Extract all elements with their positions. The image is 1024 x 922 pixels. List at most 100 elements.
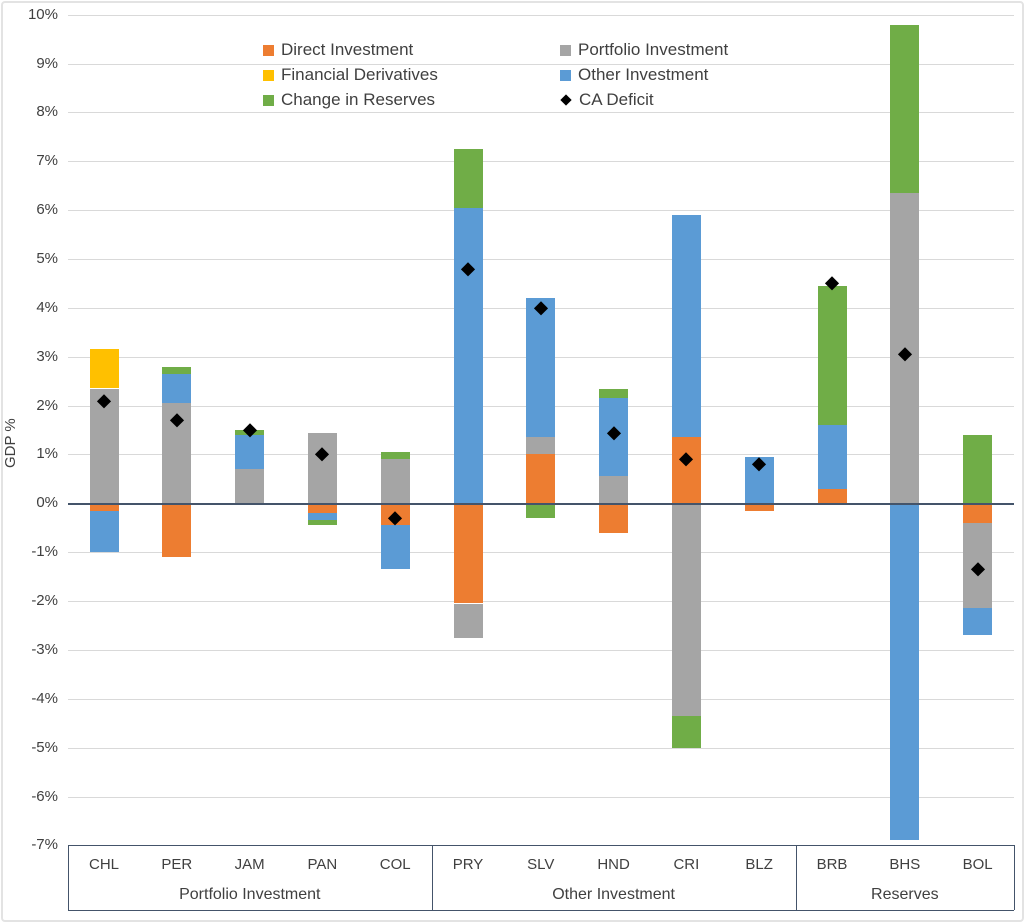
financial-derivatives-swatch-icon bbox=[263, 69, 274, 81]
category-axis-line bbox=[68, 845, 1014, 847]
gridline bbox=[68, 601, 1014, 602]
other-investment-swatch-icon bbox=[560, 69, 571, 81]
bar-segment bbox=[89, 349, 119, 389]
bar-segment bbox=[963, 503, 993, 523]
gridline bbox=[68, 161, 1014, 163]
y-axis-tick-label: -4% bbox=[31, 689, 58, 707]
y-axis-tick-label: 8% bbox=[36, 103, 58, 121]
bar-segment bbox=[526, 437, 556, 455]
y-axis-tick-label: 1% bbox=[36, 445, 58, 463]
y-axis-tick-label: 7% bbox=[36, 152, 58, 170]
bar-segment bbox=[89, 503, 119, 511]
x-axis-country-label: CRI bbox=[673, 856, 700, 873]
y-axis-tick-label: 0% bbox=[36, 494, 58, 512]
gridline bbox=[68, 649, 1014, 651]
bar-segment bbox=[744, 503, 774, 511]
gridline bbox=[68, 698, 1014, 700]
y-axis-tick-label: -2% bbox=[31, 592, 58, 609]
bar-segment bbox=[380, 452, 410, 460]
x-axis-country-label: PRY bbox=[452, 856, 484, 873]
x-axis-country-label: PER bbox=[161, 856, 193, 873]
bar-segment bbox=[817, 488, 847, 504]
legend-item-change-in-reserves: Change in Reserves bbox=[263, 89, 435, 111]
gridline bbox=[68, 63, 1014, 65]
category-separator bbox=[795, 845, 797, 910]
bar-segment bbox=[89, 388, 119, 504]
legend-label: Portfolio Investment bbox=[578, 40, 729, 59]
legend-label: CA Deficit bbox=[579, 90, 654, 109]
y-axis-tick-label: 5% bbox=[36, 250, 58, 267]
y-axis-tick-label: -3% bbox=[31, 640, 58, 658]
x-axis-country-label: BHS bbox=[889, 856, 921, 873]
bar-segment bbox=[526, 503, 556, 518]
y-axis-tick-label: 10% bbox=[27, 5, 58, 23]
legend-item-ca-deficit: CA Deficit bbox=[560, 89, 654, 111]
legend-label: Financial Derivatives bbox=[281, 65, 438, 84]
bar-segment bbox=[890, 24, 920, 194]
x-axis-country-label: BLZ bbox=[745, 856, 773, 873]
y-axis-tick-label: 2% bbox=[36, 396, 58, 414]
x-axis-country-label: HND bbox=[597, 856, 630, 873]
gridline bbox=[68, 552, 1014, 554]
y-axis-tick-label: -5% bbox=[31, 738, 58, 756]
y-axis-tick-label: 6% bbox=[36, 201, 58, 219]
x-axis-group-label: Reserves bbox=[871, 886, 939, 903]
bar-segment bbox=[526, 454, 556, 504]
ca-deficit-diamond-icon bbox=[560, 94, 572, 106]
y-axis-tick-label: -7% bbox=[31, 836, 58, 854]
bar-segment bbox=[817, 285, 847, 426]
x-axis-country-label: JAM bbox=[234, 856, 265, 873]
change-in-reserves-swatch-icon bbox=[263, 94, 274, 106]
bar-segment bbox=[671, 215, 701, 438]
x-axis-country-label: PAN bbox=[307, 856, 338, 873]
x-axis-country-label: BOL bbox=[962, 856, 993, 873]
gridline bbox=[68, 112, 1014, 114]
bar-segment bbox=[162, 366, 192, 374]
bar-segment bbox=[817, 425, 847, 489]
bar-segment bbox=[599, 476, 629, 504]
y-axis-tick-label: 3% bbox=[36, 347, 58, 365]
legend-item-direct-investment: Direct Investment bbox=[263, 39, 413, 61]
bar-segment bbox=[671, 503, 701, 716]
bar-segment bbox=[526, 298, 556, 438]
bar-segment bbox=[599, 388, 629, 399]
gridline bbox=[68, 259, 1014, 260]
legend-label: Direct Investment bbox=[281, 40, 414, 59]
category-separator bbox=[431, 845, 433, 910]
x-axis-group-label: Portfolio Investment bbox=[179, 886, 321, 903]
bar-segment bbox=[599, 503, 629, 533]
x-axis-country-label: SLV bbox=[527, 856, 555, 873]
bar-segment bbox=[453, 149, 483, 208]
y-axis-tick-label: -1% bbox=[31, 543, 58, 561]
bar-segment bbox=[380, 459, 410, 504]
y-axis-tick-label: -6% bbox=[31, 787, 58, 805]
y-axis-tick-label: 9% bbox=[36, 54, 58, 72]
y-axis-title: GDP % bbox=[2, 418, 19, 468]
legend-item-financial-derivatives: Financial Derivatives bbox=[263, 64, 438, 86]
y-axis-tick-label: 4% bbox=[36, 298, 58, 316]
x-axis-country-label: BRB bbox=[816, 856, 848, 873]
bar-segment bbox=[307, 520, 337, 526]
legend-item-portfolio-investment: Portfolio Investment bbox=[560, 39, 728, 61]
direct-investment-swatch-icon bbox=[263, 44, 274, 56]
category-separator bbox=[68, 845, 69, 910]
bar-segment bbox=[963, 608, 993, 636]
gridline bbox=[68, 796, 1014, 798]
x-axis-country-label: CHL bbox=[88, 856, 119, 873]
bar-segment bbox=[453, 207, 483, 504]
bar-segment bbox=[235, 469, 265, 504]
bar-segment bbox=[380, 525, 410, 570]
x-axis-group-label: Other Investment bbox=[552, 886, 675, 903]
zero-axis-line bbox=[68, 503, 1014, 506]
gridline bbox=[68, 747, 1014, 749]
portfolio-investment-swatch-icon bbox=[560, 44, 571, 56]
x-axis-country-label: COL bbox=[379, 856, 411, 873]
gridline bbox=[68, 14, 1014, 16]
bar-segment bbox=[453, 603, 483, 638]
bar-segment bbox=[307, 503, 337, 514]
bar-segment bbox=[963, 434, 993, 504]
bar-segment bbox=[671, 437, 701, 504]
bar-segment bbox=[162, 503, 192, 557]
